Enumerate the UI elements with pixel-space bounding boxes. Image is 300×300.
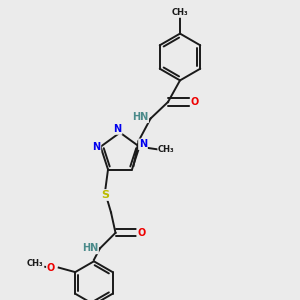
Text: CH₃: CH₃ xyxy=(172,8,188,17)
Text: O: O xyxy=(47,262,55,273)
Text: HN: HN xyxy=(132,112,148,122)
Text: O: O xyxy=(137,228,146,238)
Text: N: N xyxy=(113,124,122,134)
Text: O: O xyxy=(190,97,199,107)
Text: S: S xyxy=(101,190,109,200)
Text: HN: HN xyxy=(82,243,98,254)
Text: N: N xyxy=(139,139,147,149)
Text: N: N xyxy=(92,142,101,152)
Text: CH₃: CH₃ xyxy=(27,259,44,268)
Text: CH₃: CH₃ xyxy=(158,145,175,154)
